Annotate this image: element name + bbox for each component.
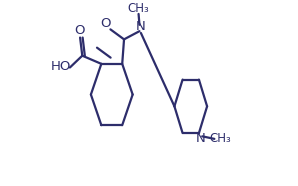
Text: HO: HO [51,60,72,73]
Text: N: N [196,132,206,145]
Text: O: O [100,17,111,31]
Text: O: O [74,24,84,37]
Text: CH₃: CH₃ [128,2,149,15]
Text: CH₃: CH₃ [209,132,231,145]
Text: N: N [136,20,145,33]
